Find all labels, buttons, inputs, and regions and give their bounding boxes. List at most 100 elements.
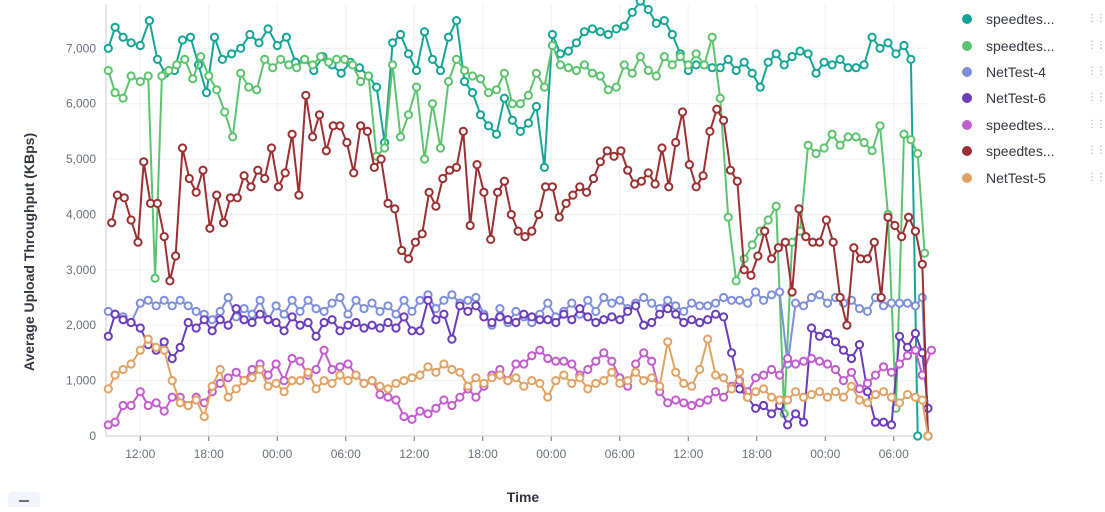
data-point[interactable] — [247, 364, 257, 375]
data-point[interactable] — [579, 27, 590, 37]
data-point[interactable] — [664, 182, 674, 192]
data-point[interactable] — [236, 43, 246, 53]
data-point[interactable] — [260, 54, 270, 65]
data-point[interactable] — [479, 187, 489, 197]
data-point[interactable] — [687, 315, 697, 325]
data-point[interactable] — [567, 315, 577, 325]
data-point[interactable] — [657, 143, 667, 153]
data-point[interactable] — [314, 110, 325, 120]
data-point[interactable] — [543, 353, 553, 364]
data-point[interactable] — [531, 68, 542, 78]
data-point[interactable] — [822, 359, 833, 369]
data-point[interactable] — [410, 237, 420, 247]
data-point[interactable] — [639, 320, 649, 330]
vertical-dots-icon[interactable]: ⋮⋮ — [1087, 13, 1105, 25]
data-point[interactable] — [827, 60, 837, 70]
data-point[interactable] — [705, 126, 715, 136]
data-point[interactable] — [535, 378, 545, 388]
data-point[interactable] — [159, 345, 169, 355]
data-point[interactable] — [239, 315, 249, 325]
data-point[interactable] — [559, 370, 569, 380]
data-point[interactable] — [539, 162, 550, 172]
data-point[interactable] — [167, 376, 177, 386]
data-point[interactable] — [603, 29, 613, 40]
data-point[interactable] — [615, 315, 625, 325]
data-point[interactable] — [791, 298, 801, 308]
data-point[interactable] — [231, 367, 241, 377]
data-point[interactable] — [135, 40, 145, 51]
data-point[interactable] — [280, 168, 290, 178]
data-point[interactable] — [390, 204, 400, 214]
data-point[interactable] — [491, 85, 502, 95]
data-point[interactable] — [647, 298, 657, 308]
data-point[interactable] — [519, 359, 529, 369]
data-point[interactable] — [369, 162, 379, 172]
data-point[interactable] — [167, 353, 177, 364]
data-point[interactable] — [846, 381, 857, 391]
data-point[interactable] — [507, 99, 518, 109]
data-point[interactable] — [126, 317, 136, 328]
data-point[interactable] — [791, 409, 801, 419]
data-point[interactable] — [723, 212, 733, 222]
data-point[interactable] — [220, 107, 230, 117]
data-point[interactable] — [340, 54, 350, 65]
data-point[interactable] — [367, 320, 377, 330]
data-point[interactable] — [559, 309, 569, 319]
data-point[interactable] — [175, 398, 185, 408]
data-point[interactable] — [495, 304, 505, 314]
data-point[interactable] — [611, 24, 621, 34]
data-point[interactable] — [471, 292, 481, 303]
data-point[interactable] — [799, 392, 809, 402]
data-point[interactable] — [487, 373, 497, 383]
data-point[interactable] — [295, 320, 305, 330]
data-point[interactable] — [575, 373, 585, 383]
data-point[interactable] — [751, 403, 761, 413]
data-point[interactable] — [311, 384, 321, 394]
data-point[interactable] — [423, 362, 433, 372]
data-point[interactable] — [851, 63, 861, 73]
data-point[interactable] — [135, 387, 145, 397]
data-point[interactable] — [139, 157, 149, 167]
data-point[interactable] — [842, 320, 852, 330]
data-point[interactable] — [655, 309, 665, 319]
data-point[interactable] — [327, 315, 337, 325]
data-point[interactable] — [739, 265, 749, 275]
data-point[interactable] — [415, 326, 425, 336]
data-point[interactable] — [217, 54, 227, 65]
data-point[interactable] — [209, 32, 220, 42]
data-point[interactable] — [201, 88, 212, 98]
data-point[interactable] — [819, 57, 829, 67]
data-point[interactable] — [763, 57, 773, 67]
data-point[interactable] — [499, 176, 509, 186]
data-point[interactable] — [523, 90, 534, 101]
legend-item[interactable]: speedtes... ⋮⋮ — [962, 6, 1105, 32]
data-point[interactable] — [458, 126, 468, 136]
data-point[interactable] — [459, 76, 470, 87]
data-point[interactable] — [327, 364, 337, 375]
legend-item[interactable]: speedtes... ⋮⋮ — [962, 138, 1105, 164]
data-point[interactable] — [403, 49, 414, 59]
data-point[interactable] — [543, 315, 553, 325]
data-point[interactable] — [110, 370, 120, 380]
data-point[interactable] — [483, 121, 494, 131]
data-point[interactable] — [303, 317, 313, 328]
data-point[interactable] — [126, 38, 136, 48]
data-point[interactable] — [311, 331, 321, 341]
data-point[interactable] — [699, 60, 709, 70]
data-point[interactable] — [212, 190, 222, 200]
data-point[interactable] — [643, 168, 653, 178]
data-point[interactable] — [199, 315, 209, 325]
data-point[interactable] — [232, 193, 242, 203]
data-point[interactable] — [511, 359, 521, 369]
data-point[interactable] — [619, 60, 629, 70]
data-point[interactable] — [424, 187, 434, 197]
data-point[interactable] — [743, 392, 753, 402]
data-point[interactable] — [607, 298, 617, 308]
data-point[interactable] — [583, 295, 593, 305]
data-point[interactable] — [335, 121, 345, 131]
data-point[interactable] — [507, 115, 518, 125]
data-point[interactable] — [759, 370, 769, 380]
data-point[interactable] — [215, 315, 225, 325]
data-point[interactable] — [287, 376, 297, 386]
data-point[interactable] — [295, 376, 305, 386]
